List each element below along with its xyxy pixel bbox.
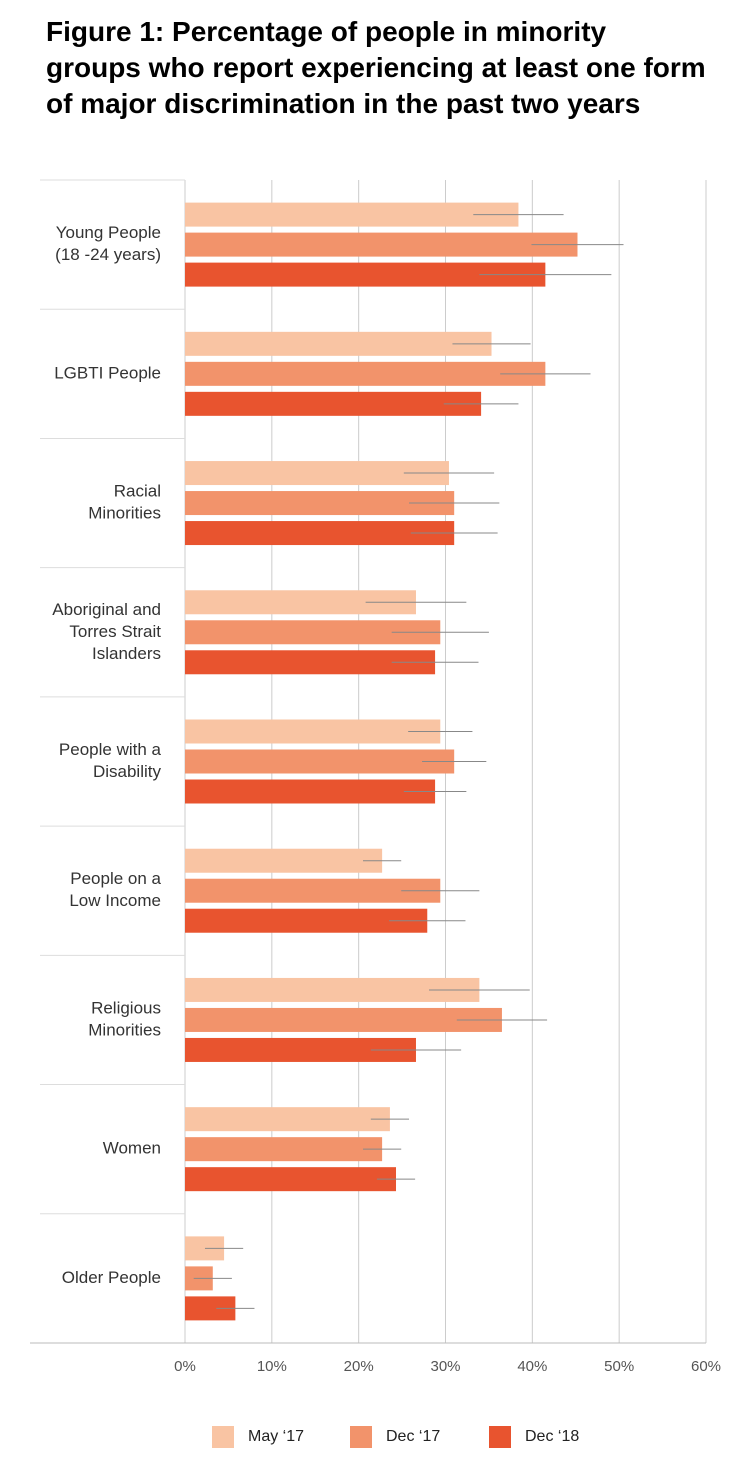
category-label: People on a [70,869,161,888]
x-tick-label: 60% [691,1358,721,1375]
category-label: Women [103,1139,161,1158]
x-tick-label: 10% [257,1358,287,1375]
bar [185,1137,383,1162]
bar [185,749,455,774]
bar [185,878,441,903]
chart-title: Figure 1: Percentage of people in minori… [46,16,706,119]
legend-label: May ‘17 [248,1428,304,1445]
category-label: Young People [56,223,161,242]
category-label: Islanders [92,644,161,663]
bar [185,848,383,873]
category-label: Minorities [88,1020,161,1039]
category-label: (18 -24 years) [55,245,161,264]
x-tick-label: 40% [517,1358,547,1375]
category-label: Torres Strait [69,622,161,641]
x-tick-label: 0% [174,1358,196,1375]
bar [185,779,436,804]
legend-swatch [489,1426,511,1448]
category-label: LGBTI People [54,363,161,382]
category-label: People with a [59,740,162,759]
bar [185,391,482,416]
category-label: Minorities [88,504,161,523]
x-tick-label: 30% [430,1358,460,1375]
x-tick-label: 50% [604,1358,634,1375]
legend-swatch [212,1426,234,1448]
bar [185,331,492,356]
bar [185,1167,397,1192]
category-label: Religious [91,998,161,1017]
legend-label: Dec ‘17 [386,1428,440,1445]
legend-swatch [350,1426,372,1448]
bar [185,1107,390,1132]
category-label: Racial [114,482,161,501]
bar [185,521,455,546]
bar [185,232,578,257]
category-label: Disability [93,762,162,781]
category-label: Older People [62,1268,161,1287]
x-tick-label: 20% [344,1358,374,1375]
category-label: Aboriginal and [52,600,161,619]
category-label: Low Income [69,891,161,910]
bar [185,202,519,227]
bar [185,719,441,744]
bar [185,1007,502,1032]
bar [185,361,546,386]
bar [185,908,428,933]
legend-label: Dec ‘18 [525,1428,579,1445]
